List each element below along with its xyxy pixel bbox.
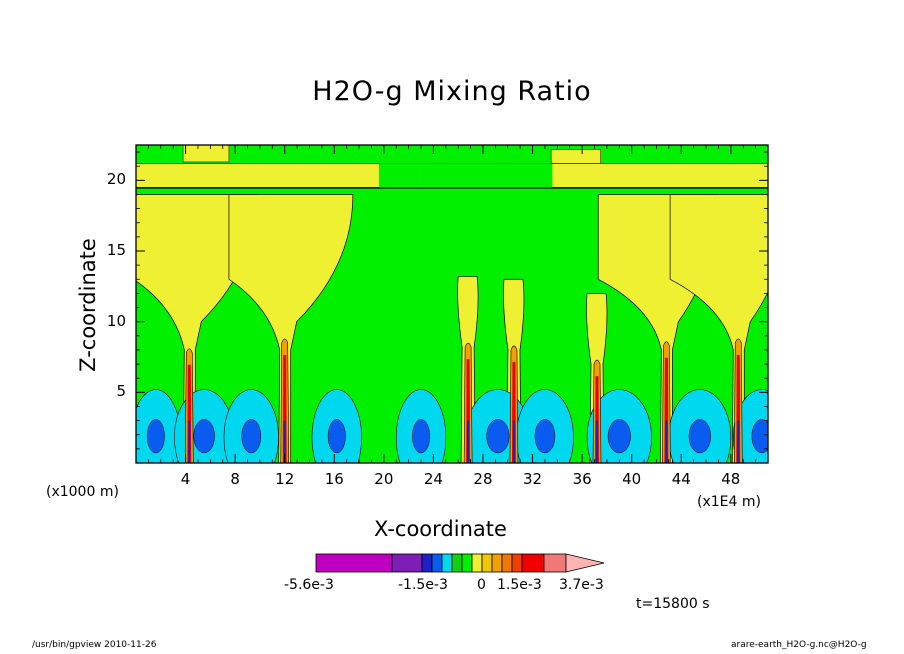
x-tick-label: 28 [473, 470, 493, 488]
moisture-core [327, 419, 346, 454]
colorbar-segment [521, 553, 545, 573]
x-tick-label: 16 [324, 470, 344, 488]
moisture-core [193, 419, 215, 454]
x-unit-right: (x1E4 m) [697, 494, 761, 510]
colorbar-tick-label: 3.7e-3 [559, 577, 604, 593]
colorbar-tick-label: 0 [477, 577, 486, 593]
moisture-core [146, 419, 165, 454]
plume-base [595, 420, 598, 463]
moisture-core [607, 419, 631, 454]
colorbar-segment [451, 553, 463, 573]
x-tick-label: 48 [721, 470, 741, 488]
x-tick-label: 4 [180, 470, 191, 488]
x-unit-left: (x1000 m) [46, 484, 119, 500]
colorbar-segment [511, 553, 523, 573]
colorbar-segment [315, 553, 393, 573]
colorbar-segment [481, 553, 493, 573]
plume-envelope [669, 194, 768, 463]
colorbar-segment [471, 553, 483, 573]
colorbar-segment [441, 553, 453, 573]
plume-envelope [228, 194, 354, 463]
footer-right: arare-earth_H2O-g.nc@H2O-g [731, 640, 867, 650]
footer-left: /usr/bin/gpview 2010-11-26 [32, 640, 157, 650]
colorbar-segment [501, 553, 513, 573]
time-label: t=15800 s [636, 596, 710, 612]
colorbar-segment [543, 553, 567, 573]
y-tick-label: 15 [106, 241, 126, 259]
upper-band-gap [378, 163, 422, 188]
y-tick-label: 5 [116, 382, 126, 401]
plume-base [737, 420, 740, 463]
plume-base [283, 420, 286, 463]
x-tick-label: 40 [622, 470, 642, 488]
plot-frame [135, 144, 769, 464]
colorbar-segment [461, 553, 473, 573]
plume-base [512, 420, 515, 463]
x-tick-label: 36 [572, 470, 592, 488]
moisture-core [412, 419, 430, 454]
x-tick-label: 24 [423, 470, 443, 488]
plume-base [665, 420, 668, 463]
colorbar-tick-label: -5.6e-3 [284, 577, 334, 593]
y-tick-label: 20 [106, 170, 126, 189]
plume-base [188, 420, 191, 463]
x-tick-label: 32 [523, 470, 543, 488]
moisture-core [751, 419, 768, 454]
upper-band-gap [421, 163, 553, 188]
moisture-core [688, 419, 711, 454]
colorbar-tick-label: 1.5e-3 [497, 577, 542, 593]
moisture-core [534, 419, 556, 454]
colorbar-segment [491, 553, 503, 573]
x-tick-label: 20 [374, 470, 394, 488]
moisture-core [241, 419, 262, 454]
x-tick-label: 8 [230, 470, 240, 488]
colorbar-tick-label: -1.5e-3 [398, 577, 448, 593]
top-patch [550, 148, 601, 164]
colorbar-segment [431, 553, 443, 573]
x-tick-label: 12 [275, 470, 295, 488]
top-patch [182, 145, 230, 163]
x-axis-label: X-coordinate [374, 517, 507, 541]
plume-base [467, 420, 470, 463]
x-tick-label: 44 [671, 470, 691, 488]
chart-title: H2O-g Mixing Ratio [312, 76, 592, 107]
y-tick-label: 10 [106, 311, 126, 330]
moisture-core [486, 419, 510, 454]
colorbar-segment [391, 553, 423, 573]
colorbar-arrow [565, 553, 605, 573]
y-axis-label: Z-coordinate [76, 238, 100, 372]
colorbar-segment [421, 553, 433, 573]
